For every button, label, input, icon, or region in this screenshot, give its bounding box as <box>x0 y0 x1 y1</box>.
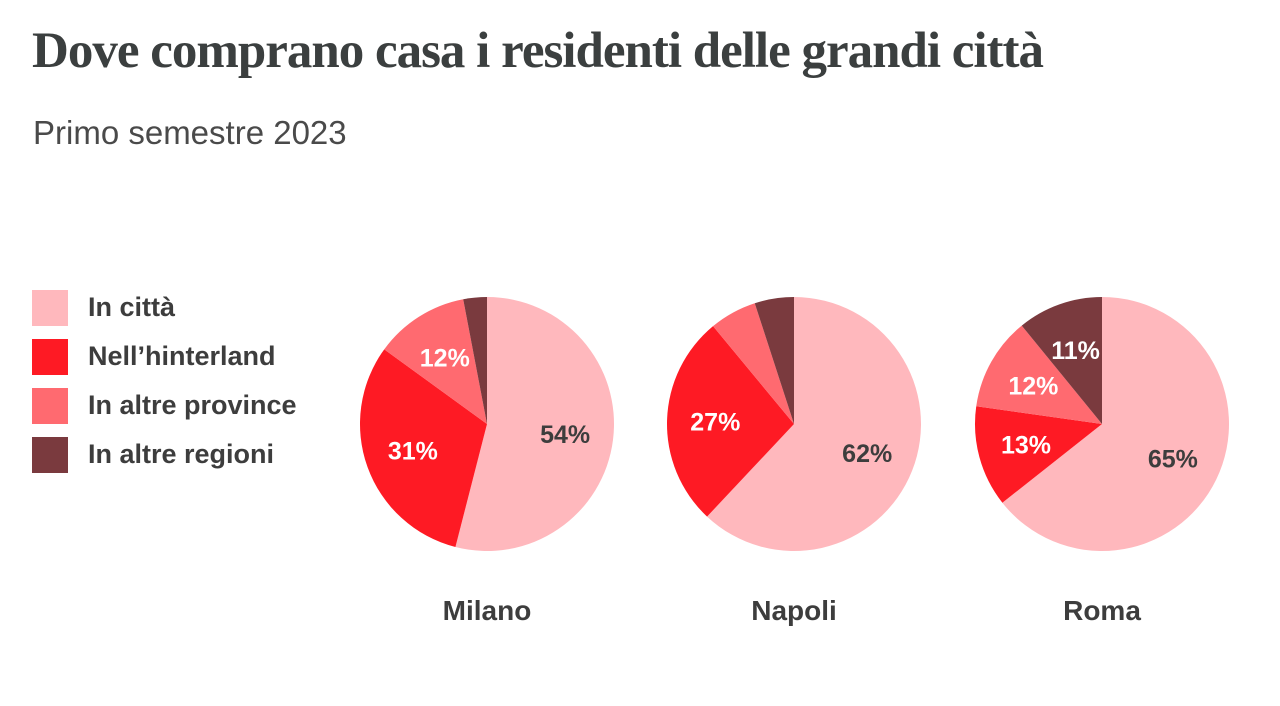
legend: In città Nell’hinterland In altre provin… <box>32 283 297 479</box>
legend-label-hinterland: Nell’hinterland <box>88 341 276 371</box>
legend-item-altre-province: In altre province <box>32 381 297 430</box>
legend-item-altre-regioni: In altre regioni <box>32 430 297 479</box>
slice-label-roma-in-altre-regioni: 11% <box>1051 337 1100 365</box>
slice-label-roma-in-citta: 65% <box>1148 445 1198 473</box>
legend-item-hinterland: Nell’hinterland <box>32 332 297 381</box>
legend-swatch-altre-province <box>32 387 68 424</box>
slice-roma-in-altre-province <box>976 325 1102 424</box>
slice-milano-in-altre-province <box>384 299 487 424</box>
legend-item-in-citta: In città <box>32 283 297 332</box>
slice-napoli-in-citta <box>707 297 921 551</box>
pie-milano: 54% 31% 12% Milano <box>359 297 615 626</box>
slice-label-milano-in-altre-province: 12% <box>420 345 470 373</box>
slice-label-napoli-nell-hinterland: 27% <box>690 409 740 437</box>
legend-swatch-in-citta <box>32 289 68 326</box>
pie-roma: 65% 13% 12% 11% Roma <box>974 297 1230 626</box>
chart-subtitle: Primo semestre 2023 <box>33 114 347 151</box>
legend-swatch-hinterland <box>32 338 68 375</box>
slice-milano-nell-hinterland <box>359 349 487 548</box>
legend-label-altre-regioni: In altre regioni <box>88 439 275 469</box>
slice-roma-in-citta <box>1002 297 1230 551</box>
slice-milano-in-citta <box>455 297 615 551</box>
slice-label-roma-nell-hinterland: 13% <box>1001 432 1051 460</box>
legend-swatch-altre-regioni <box>32 436 68 473</box>
chart-title: Dove comprano casa i residenti delle gra… <box>32 23 1044 79</box>
slice-napoli-in-altre-regioni <box>754 297 794 424</box>
city-label-roma: Roma <box>1063 595 1141 626</box>
legend-label-in-citta: In città <box>88 292 176 322</box>
pie-napoli: 62% 27% Napoli <box>666 297 921 626</box>
slice-roma-in-altre-regioni <box>1021 297 1102 424</box>
slice-napoli-nell-hinterland <box>666 326 794 517</box>
slice-label-roma-in-altre-province: 12% <box>1008 372 1058 400</box>
city-label-napoli: Napoli <box>751 595 837 626</box>
city-label-milano: Milano <box>443 595 532 626</box>
slice-label-milano-nell-hinterland: 31% <box>388 438 438 466</box>
legend-label-altre-province: In altre province <box>88 390 297 420</box>
slice-label-napoli-in-citta: 62% <box>842 440 892 468</box>
slice-milano-in-altre-regioni <box>463 297 487 424</box>
slice-roma-nell-hinterland <box>974 406 1102 503</box>
slice-napoli-in-altre-province <box>713 303 794 424</box>
slice-label-milano-in-citta: 54% <box>540 421 590 449</box>
